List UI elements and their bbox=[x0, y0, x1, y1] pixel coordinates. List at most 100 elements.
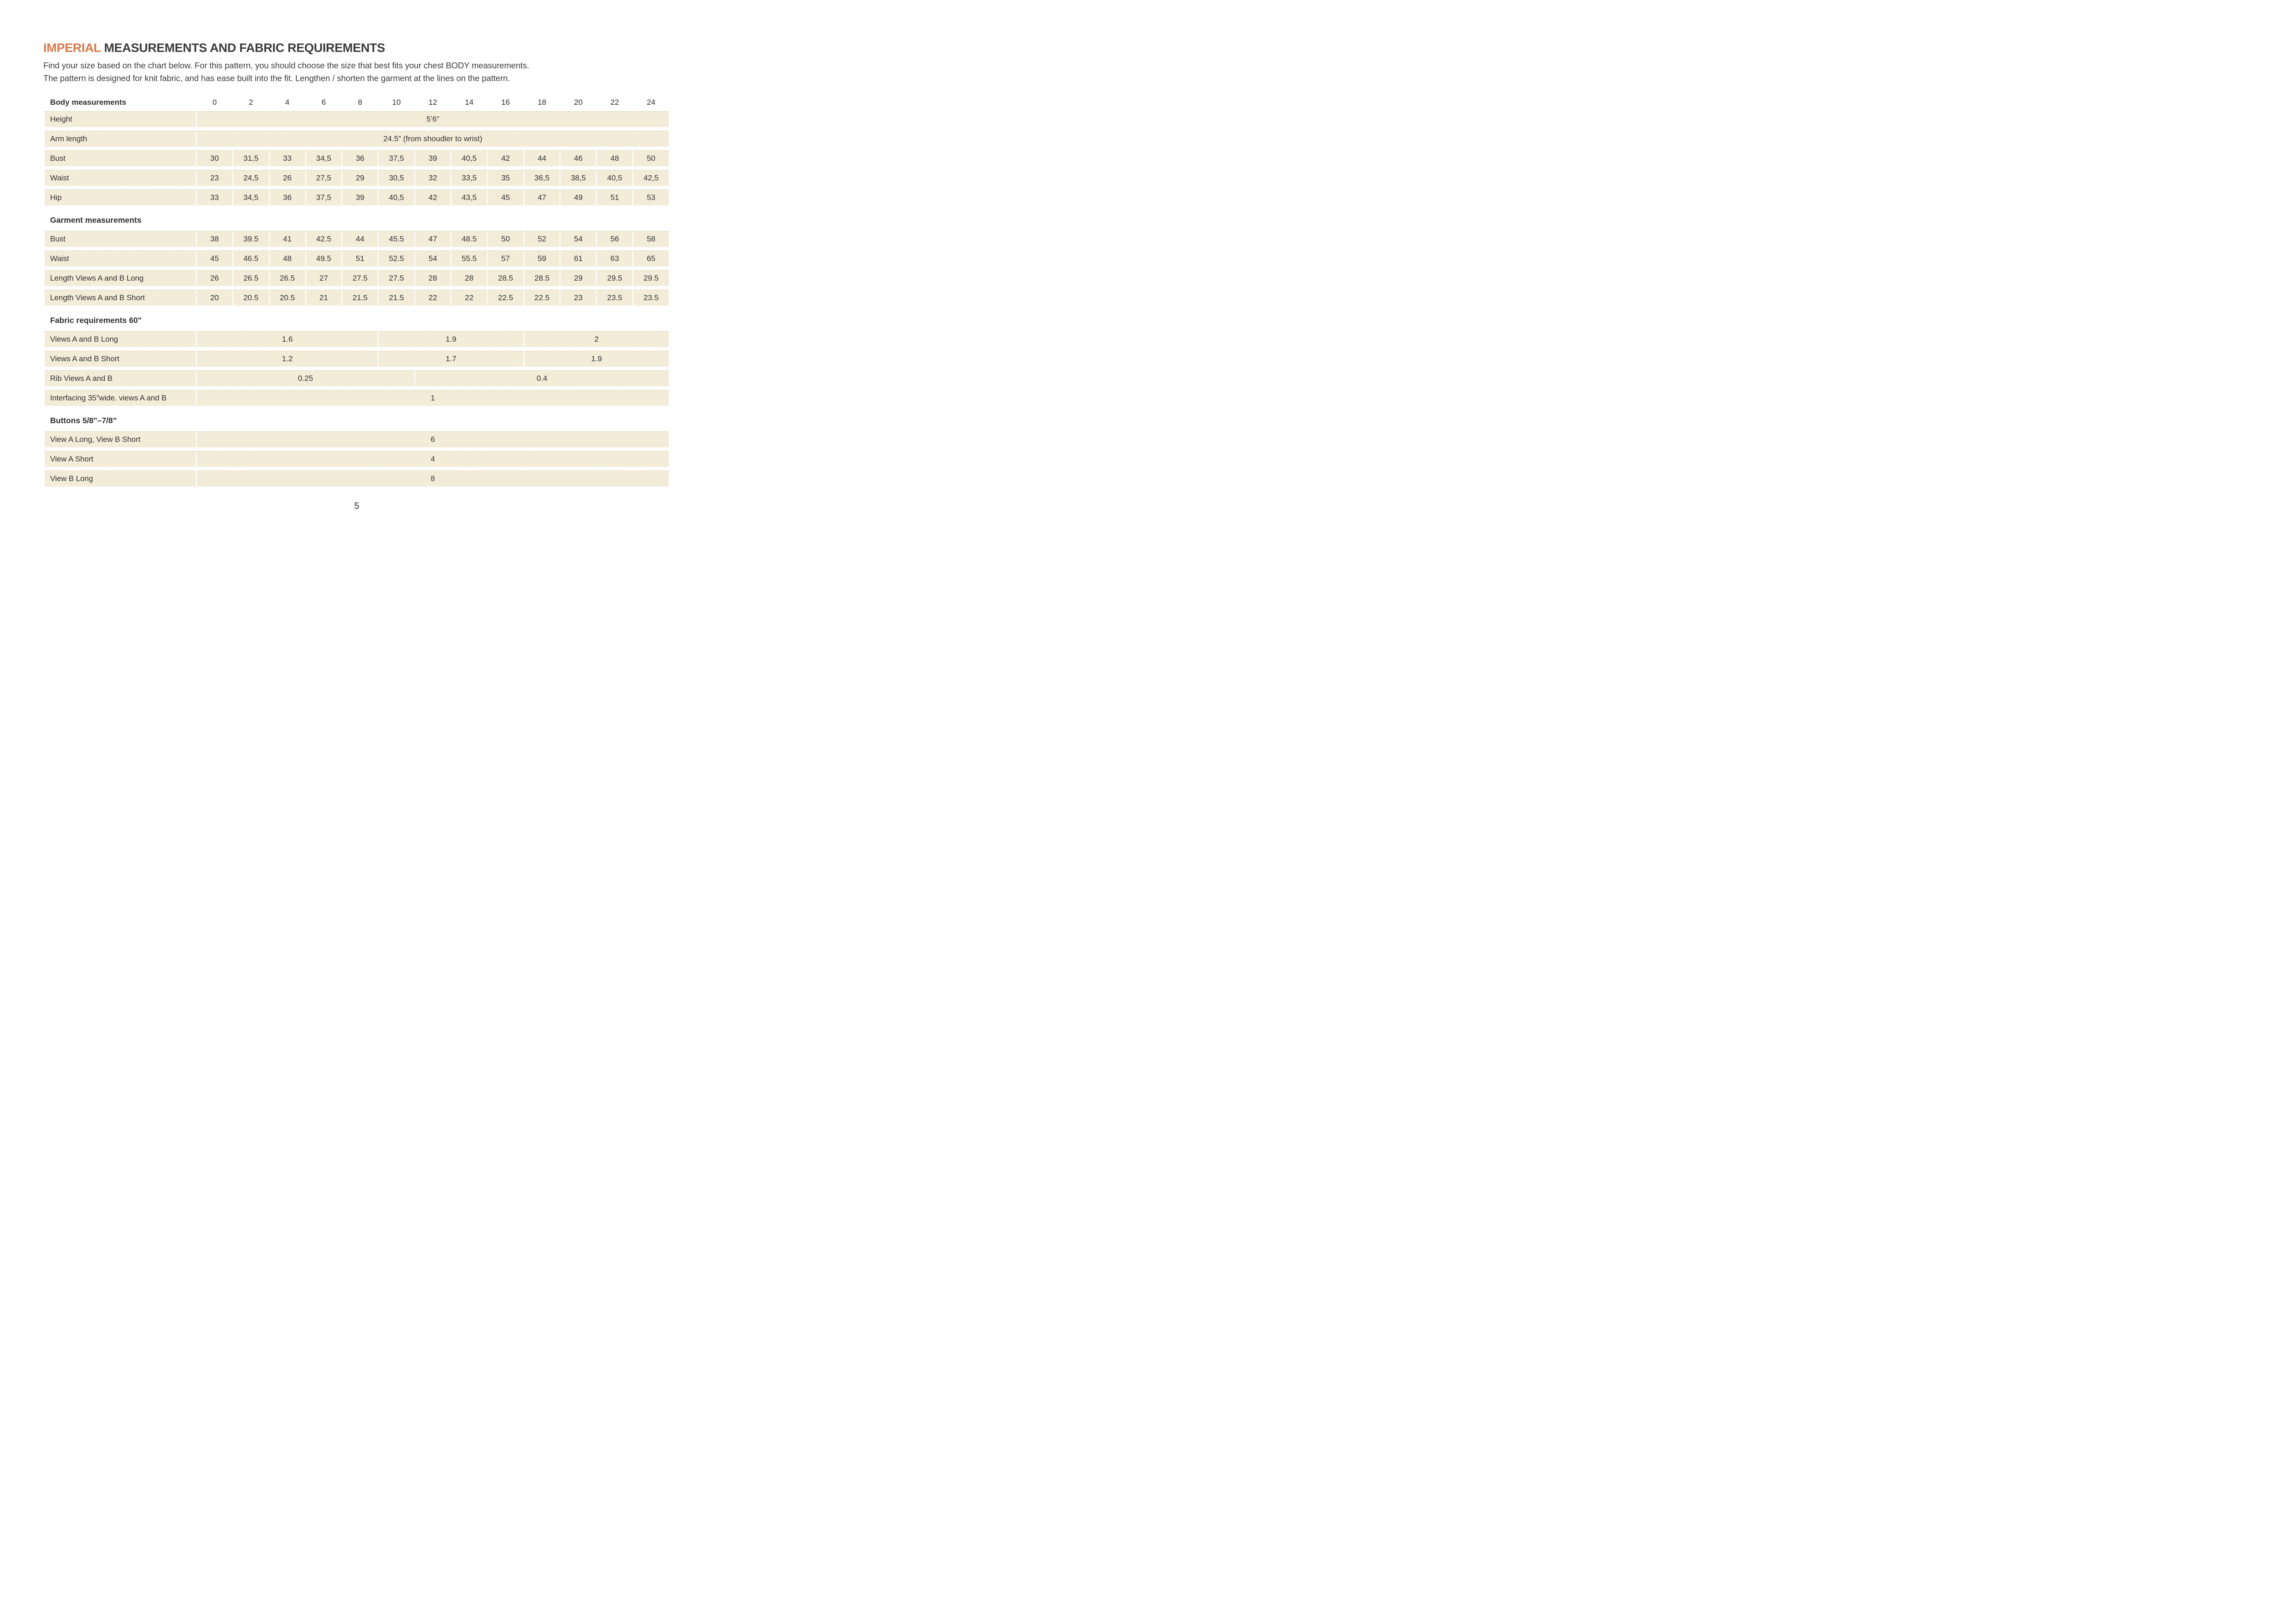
value-cell: 52 bbox=[524, 231, 560, 247]
value-cell: 51 bbox=[597, 190, 633, 205]
table-row: Rib Views A and B 0.25 0.4 bbox=[45, 370, 669, 386]
row-label: Waist bbox=[45, 170, 196, 186]
section-header: Buttons 5/8"–7/8” bbox=[45, 410, 669, 431]
value-cell: 22.5 bbox=[524, 290, 560, 306]
value-cell: 28 bbox=[451, 270, 487, 286]
merged-value-cell: 1.9 bbox=[379, 331, 523, 347]
table-row: Length Views A and B Short 20 20.5 20.5 21 21… bbox=[45, 290, 669, 306]
value-cell: 55.5 bbox=[451, 251, 487, 266]
pattern-size-chart-page: IMPERIAL MEASUREMENTS AND FABRIC REQUIRE… bbox=[0, 0, 709, 511]
row-label: Hip bbox=[45, 190, 196, 205]
table-row: Arm length 24.5” (from shoudler to wrist) bbox=[45, 131, 669, 147]
page-number: 5 bbox=[354, 501, 359, 511]
value-cell: 54 bbox=[415, 251, 451, 266]
value-cell: 53 bbox=[633, 190, 669, 205]
value-cell: 23.5 bbox=[633, 290, 669, 306]
value-cell: 36,5 bbox=[524, 170, 560, 186]
value-cell: 34,5 bbox=[233, 190, 269, 205]
row-label: Bust bbox=[45, 231, 196, 247]
value-cell: 63 bbox=[597, 251, 633, 266]
row-label: Length Views A and B Short bbox=[45, 290, 196, 306]
value-cell: 45.5 bbox=[379, 231, 415, 247]
size-column-header: 0 bbox=[212, 98, 217, 107]
table-row: Height 5’6” bbox=[45, 111, 669, 127]
value-cell: 43,5 bbox=[451, 190, 487, 205]
merged-value-cell: 2 bbox=[524, 331, 669, 347]
value-cell: 26 bbox=[269, 170, 305, 186]
title-accent: IMPERIAL bbox=[43, 41, 101, 55]
value-cell: 44 bbox=[524, 150, 560, 166]
value-cell: 31,5 bbox=[233, 150, 269, 166]
value-cell: 33 bbox=[269, 150, 305, 166]
value-cell: 29 bbox=[342, 170, 378, 186]
merged-value-cell: 8 bbox=[197, 471, 669, 487]
value-cell: 33 bbox=[197, 190, 232, 205]
merged-value-cell: 1.2 bbox=[197, 351, 378, 367]
value-cell: 39 bbox=[342, 190, 378, 205]
section-header: Garment measurements bbox=[45, 209, 669, 231]
table-row: Waist 23 24,5 26 27,5 29 30,5 32 33,5 35 36,5 38,5 4… bbox=[45, 170, 669, 186]
row-label: Arm length bbox=[45, 131, 196, 147]
value-cell: 40,5 bbox=[379, 190, 415, 205]
size-column-header: 14 bbox=[465, 98, 474, 107]
value-cell: 49.5 bbox=[306, 251, 342, 266]
value-cell: 51 bbox=[342, 251, 378, 266]
section-header: Fabric requirements 60" bbox=[45, 309, 669, 331]
size-column-header: 20 bbox=[574, 98, 583, 107]
value-cell: 26 bbox=[197, 270, 232, 286]
row-label: Views A and B Long bbox=[45, 331, 196, 347]
row-label: Waist bbox=[45, 251, 196, 266]
value-cell: 32 bbox=[415, 170, 451, 186]
value-cell: 33,5 bbox=[451, 170, 487, 186]
table-row: View A Long, View B Short 6 bbox=[45, 431, 669, 447]
value-cell: 22 bbox=[415, 290, 451, 306]
value-cell: 37,5 bbox=[379, 150, 415, 166]
value-cell: 35 bbox=[487, 170, 523, 186]
merged-value-cell: 1.9 bbox=[524, 351, 669, 367]
size-column-header: 4 bbox=[285, 98, 290, 107]
size-column-header: 12 bbox=[428, 98, 437, 107]
value-cell: 22 bbox=[451, 290, 487, 306]
value-cell: 58 bbox=[633, 231, 669, 247]
value-cell: 29.5 bbox=[633, 270, 669, 286]
table-row: View B Long 8 bbox=[45, 471, 669, 487]
size-table: Body measurements 0 2 4 6 8 10 12 14 16 18 20 22 24 He… bbox=[45, 94, 669, 487]
value-cell: 52.5 bbox=[379, 251, 415, 266]
value-cell: 47 bbox=[415, 231, 451, 247]
value-cell: 26.5 bbox=[233, 270, 269, 286]
intro-line-1: Find your size based on the chart below.… bbox=[43, 61, 529, 70]
value-cell: 42,5 bbox=[633, 170, 669, 186]
value-cell: 56 bbox=[597, 231, 633, 247]
row-label: Rib Views A and B bbox=[45, 370, 196, 386]
row-label: View B Long bbox=[45, 471, 196, 487]
body-measurements-header: Body measurements bbox=[50, 98, 127, 107]
value-cell: 28 bbox=[415, 270, 451, 286]
value-cell: 36 bbox=[342, 150, 378, 166]
value-cell: 27.5 bbox=[379, 270, 415, 286]
value-cell: 44 bbox=[342, 231, 378, 247]
value-cell: 48 bbox=[269, 251, 305, 266]
merged-value-cell: 4 bbox=[197, 451, 669, 467]
value-cell: 21.5 bbox=[379, 290, 415, 306]
table-row: Views A and B Short 1.2 1.7 1.9 bbox=[45, 351, 669, 367]
value-cell: 45 bbox=[197, 251, 232, 266]
row-label: View A Short bbox=[45, 451, 196, 467]
value-cell: 50 bbox=[487, 231, 523, 247]
row-label: View A Long, View B Short bbox=[45, 431, 196, 447]
size-column-header: 18 bbox=[538, 98, 546, 107]
size-column-header: 10 bbox=[392, 98, 401, 107]
table-row: Bust 38 39.5 41 42.5 44 45.5 47 48.5 50 52 54 56 58 bbox=[45, 231, 669, 247]
table-row: Waist 45 46.5 48 49.5 51 52.5 54 55.5 57 59 61 63 65 bbox=[45, 251, 669, 266]
value-cell: 47 bbox=[524, 190, 560, 205]
value-cell: 23.5 bbox=[597, 290, 633, 306]
value-cell: 20 bbox=[197, 290, 232, 306]
value-cell: 30 bbox=[197, 150, 232, 166]
size-column-header: 22 bbox=[610, 98, 619, 107]
merged-value-cell: 5’6” bbox=[197, 111, 669, 127]
value-cell: 42.5 bbox=[306, 231, 342, 247]
merged-value-cell: 6 bbox=[197, 431, 669, 447]
value-cell: 30,5 bbox=[379, 170, 415, 186]
value-cell: 41 bbox=[269, 231, 305, 247]
value-cell: 22.5 bbox=[487, 290, 523, 306]
